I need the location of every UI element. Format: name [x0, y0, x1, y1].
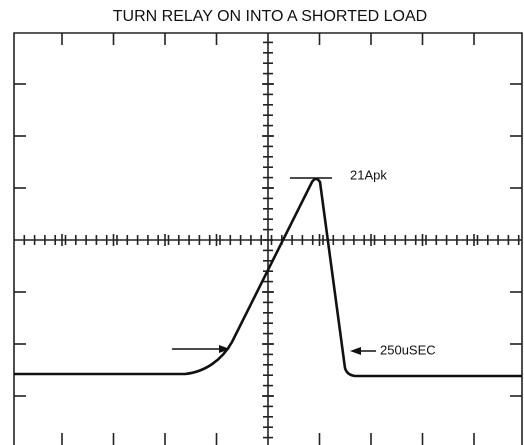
title: TURN RELAY ON INTO A SHORTED LOAD	[113, 8, 427, 25]
duration-label: 250uSEC	[380, 342, 436, 357]
graticule	[13, 32, 523, 445]
waveform	[14, 177, 522, 378]
end-arrow-head	[350, 347, 361, 355]
peak-label: 21Apk	[350, 167, 387, 182]
start-arrow-head	[219, 345, 230, 353]
